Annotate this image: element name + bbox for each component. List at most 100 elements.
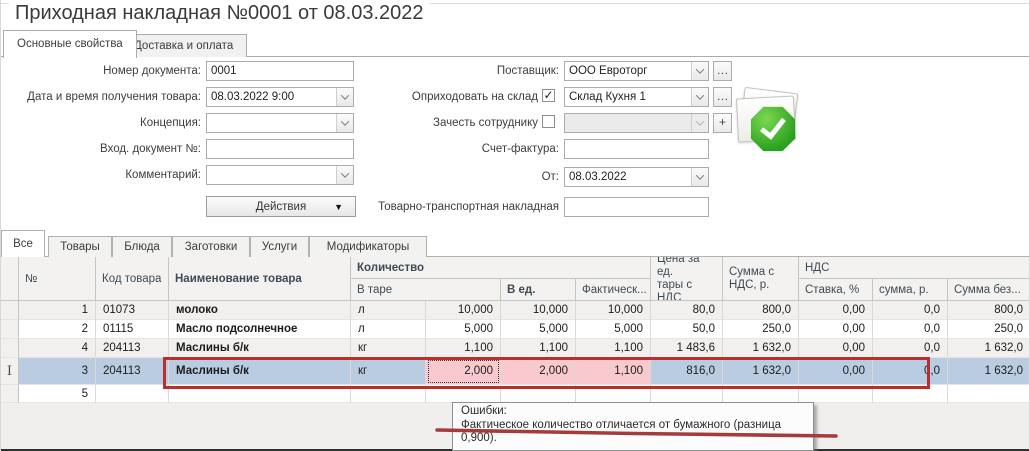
col-num[interactable]: № <box>19 257 96 301</box>
cell-actual[interactable]: 5,000 <box>576 320 651 339</box>
colgroup-vat[interactable]: НДС <box>799 257 1029 279</box>
cell-tare[interactable]: 5,000 <box>426 320 501 339</box>
cell-name[interactable]: Маслины б/к <box>169 358 351 385</box>
cell-tare[interactable]: 2,000 <box>426 358 501 385</box>
cell-name[interactable] <box>169 385 351 403</box>
cell-num[interactable]: 2 <box>19 320 96 339</box>
chevron-down-icon[interactable] <box>691 168 708 186</box>
col-price[interactable]: Цена за ед. тары с НДС <box>651 257 723 301</box>
cell-price[interactable]: 80,0 <box>651 301 723 320</box>
cell-name[interactable]: Масло подсолнечное <box>169 320 351 339</box>
cell-unit[interactable]: кг <box>351 358 426 385</box>
cell-units-qty[interactable]: 5,000 <box>501 320 576 339</box>
cell-code[interactable]: 01115 <box>96 320 169 339</box>
invoice-number-input[interactable] <box>564 139 709 159</box>
tab-modifiers[interactable]: Модификаторы <box>309 236 427 257</box>
doc-number-input[interactable] <box>206 61 354 81</box>
col-vat-sum[interactable]: сумма, р. <box>873 279 948 301</box>
col-name[interactable]: Наименование товара <box>169 257 351 301</box>
table-row[interactable]: I 3 204113 Маслины б/к кг 2,000 2,000 1,100 816,… <box>1 358 1029 385</box>
cell-name[interactable]: молоко <box>169 301 351 320</box>
cell-units-qty[interactable]: 2,000 <box>501 358 576 385</box>
warehouse-checkbox[interactable]: ✓ <box>542 88 555 102</box>
tab-services[interactable]: Услуги <box>250 236 309 257</box>
cell-units-qty[interactable] <box>501 385 576 403</box>
chevron-down-icon[interactable] <box>336 114 353 132</box>
col-tare[interactable]: В таре <box>351 279 501 301</box>
cell-actual[interactable]: 1,100 <box>576 358 651 385</box>
employee-add-button[interactable]: + <box>713 113 732 133</box>
chevron-down-icon[interactable] <box>691 62 708 80</box>
warehouse-value[interactable] <box>565 88 691 106</box>
cell-sum-no-vat[interactable]: 800,0 <box>948 301 1029 320</box>
cell-tare[interactable] <box>426 385 501 403</box>
tab-main-properties[interactable]: Основные свойства <box>3 30 137 58</box>
concept-combo[interactable] <box>206 113 354 133</box>
cell-actual[interactable]: 10,000 <box>576 301 651 320</box>
col-units[interactable]: В ед. <box>501 279 576 301</box>
cell-unit[interactable]: кг <box>351 339 426 358</box>
supplier-browse-button[interactable]: … <box>713 61 732 81</box>
cell-sum-vat[interactable]: 1 632,0 <box>723 358 799 385</box>
cell-price[interactable]: 816,0 <box>651 358 723 385</box>
cell-vat-rate[interactable]: 0,00 <box>799 301 873 320</box>
tab-goods[interactable]: Товары <box>48 236 112 257</box>
cell-vat-rate[interactable]: 0,00 <box>799 358 873 385</box>
cell-sum-vat[interactable]: 1 632,0 <box>723 339 799 358</box>
col-sum-no-vat[interactable]: Сумма без... <box>948 279 1029 301</box>
cell-price[interactable]: 1 483,6 <box>651 339 723 358</box>
colgroup-quantity[interactable]: Количество <box>351 257 651 279</box>
concept-value[interactable] <box>207 114 336 132</box>
cell-vat-sum[interactable]: 0,0 <box>873 320 948 339</box>
cell-unit[interactable]: л <box>351 301 426 320</box>
cell-sum-no-vat[interactable]: 1 632,0 <box>948 358 1029 385</box>
cell-actual[interactable]: 1,100 <box>576 339 651 358</box>
comment-combo[interactable] <box>206 165 354 185</box>
comment-value[interactable] <box>207 166 336 184</box>
cell-vat-sum[interactable]: 0,0 <box>873 339 948 358</box>
cell-vat-sum[interactable]: 0,0 <box>873 358 948 385</box>
supplier-value[interactable] <box>565 62 691 80</box>
tab-all[interactable]: Все <box>1 230 45 257</box>
employee-checkbox[interactable] <box>542 115 555 128</box>
receive-datetime-combo[interactable] <box>206 87 354 107</box>
cell-unit[interactable] <box>351 385 426 403</box>
cell-units-qty[interactable]: 1,100 <box>501 339 576 358</box>
cell-actual[interactable] <box>576 385 651 403</box>
cell-price[interactable]: 50,0 <box>651 320 723 339</box>
col-sum-vat[interactable]: Сумма с НДС, р. <box>723 257 799 301</box>
actions-button[interactable]: Действия ▼ <box>206 196 356 217</box>
cell-sum-vat[interactable]: 250,0 <box>723 320 799 339</box>
cell-num[interactable]: 5 <box>19 385 96 403</box>
table-row[interactable]: 2 01115 Масло подсолнечное л 5,000 5,000 5,000… <box>1 320 1029 339</box>
cell-code[interactable]: 01073 <box>96 301 169 320</box>
cell-num[interactable]: 3 <box>19 358 96 385</box>
cell-unit[interactable]: л <box>351 320 426 339</box>
cell-code[interactable] <box>96 385 169 403</box>
cell-units-qty[interactable]: 10,000 <box>501 301 576 320</box>
incoming-doc-input[interactable] <box>206 139 354 159</box>
chevron-down-icon[interactable] <box>336 166 353 184</box>
cell-sum-vat[interactable]: 800,0 <box>723 301 799 320</box>
cell-price[interactable] <box>651 385 723 403</box>
table-row[interactable]: 4 204113 Маслины б/к кг 1,100 1,100 1,100 1 483… <box>1 339 1029 358</box>
cell-name[interactable]: Маслины б/к <box>169 339 351 358</box>
table-row[interactable]: 5 <box>1 385 1029 403</box>
col-actual[interactable]: Фактическ... <box>576 279 651 301</box>
tab-preparations[interactable]: Заготовки <box>172 236 250 257</box>
col-code[interactable]: Код товара <box>96 257 169 301</box>
chevron-down-icon[interactable] <box>691 88 708 106</box>
table-row[interactable]: 1 01073 молоко л 10,000 10,000 10,000 80,0 800,0… <box>1 301 1029 320</box>
chevron-down-icon[interactable] <box>336 88 353 106</box>
cell-code[interactable]: 204113 <box>96 339 169 358</box>
cell-sum-no-vat[interactable]: 1 632,0 <box>948 339 1029 358</box>
cell-vat-rate[interactable]: 0,00 <box>799 320 873 339</box>
cell-vat-sum[interactable] <box>873 385 948 403</box>
col-vat-rate[interactable]: Ставка, % <box>799 279 873 301</box>
invoice-date-value[interactable] <box>565 168 691 186</box>
cell-sum-no-vat[interactable]: 250,0 <box>948 320 1029 339</box>
cell-vat-rate[interactable]: 0,00 <box>799 339 873 358</box>
cell-tare[interactable]: 1,100 <box>426 339 501 358</box>
ttn-input[interactable] <box>564 197 709 217</box>
cell-vat-sum[interactable]: 0,0 <box>873 301 948 320</box>
